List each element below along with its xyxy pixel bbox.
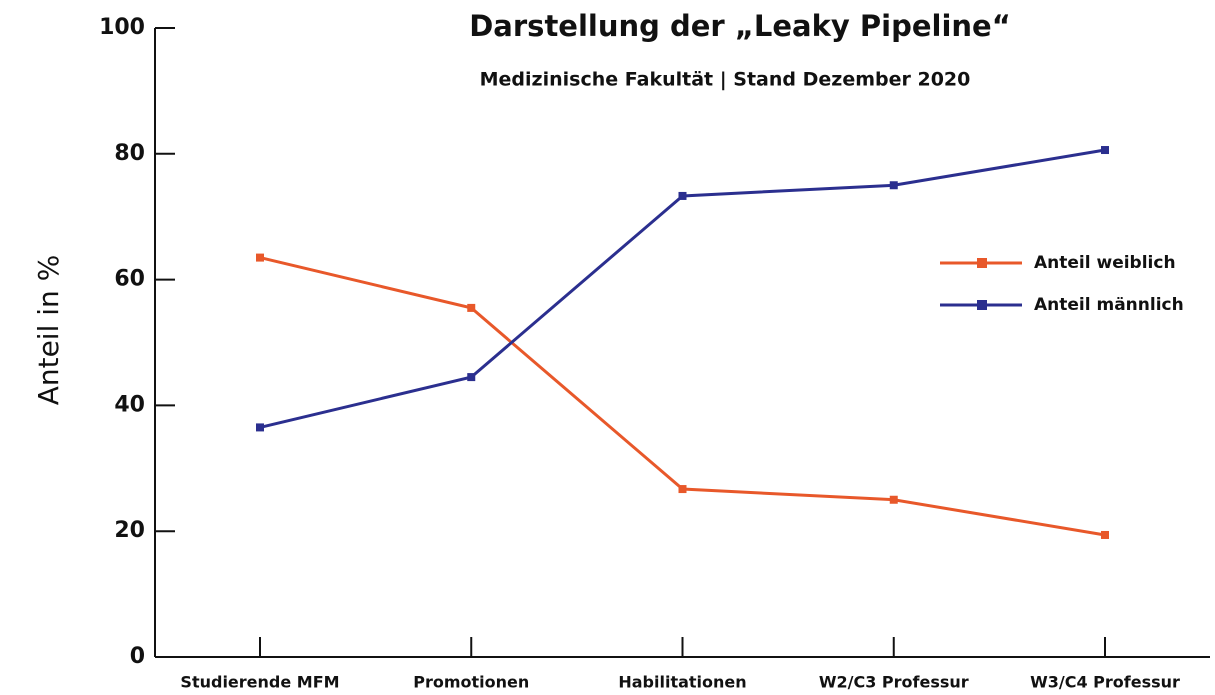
point: [889, 495, 898, 504]
x-tick-label: W3/C4 Professur: [1030, 673, 1180, 692]
point: [678, 191, 687, 200]
x-tick-label: Studierende MFM: [180, 673, 339, 692]
y-tick-label: 20: [114, 518, 145, 543]
point: [1101, 146, 1109, 155]
point: [467, 303, 476, 312]
point: [678, 485, 687, 494]
legend-label: Anteil männlich: [1034, 295, 1184, 315]
y-axis-label: Anteil in %: [32, 255, 65, 406]
y-tick-label: 80: [114, 141, 145, 166]
y-tick-label: 40: [114, 392, 145, 417]
point: [467, 373, 476, 382]
y-tick-label: 60: [114, 267, 145, 292]
point: [1101, 530, 1109, 539]
point: [889, 181, 898, 190]
chart-subtitle: Medizinische Fakultät | Stand Dezember 2…: [480, 69, 971, 91]
y-tick-label: 100: [99, 15, 145, 40]
point: [256, 423, 264, 432]
y-tick-label: 0: [130, 644, 145, 669]
x-tick-label: W2/C3 Professur: [819, 673, 969, 692]
x-tick-label: Promotionen: [413, 673, 529, 692]
legend-marker: [977, 300, 987, 310]
x-tick-label: Habilitationen: [618, 673, 746, 692]
legend-label: Anteil weiblich: [1034, 253, 1176, 273]
point: [256, 253, 264, 262]
chart-title: Darstellung der „Leaky Pipeline“: [469, 9, 1011, 43]
legend-marker: [977, 258, 987, 268]
